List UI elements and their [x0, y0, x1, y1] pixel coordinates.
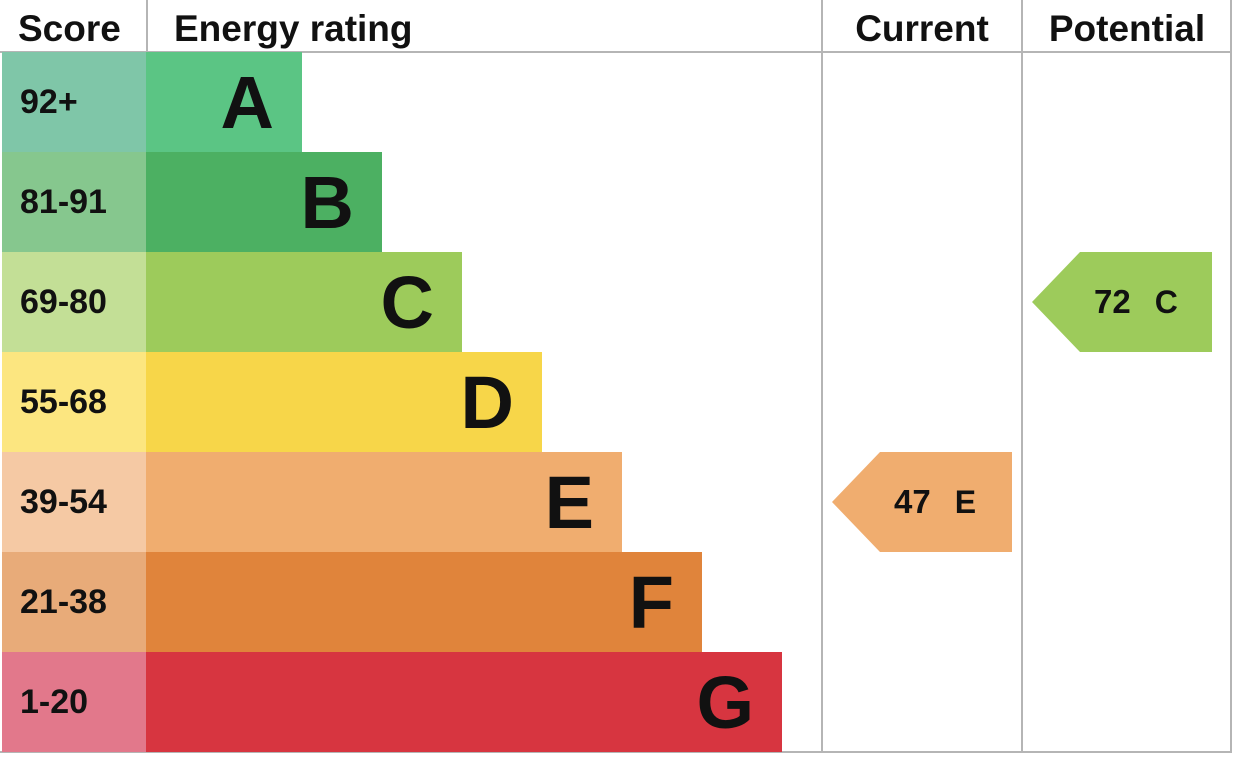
potential-rating-letter: C	[1154, 283, 1178, 320]
rating-bar-b: B	[146, 152, 382, 252]
header-current: Current	[855, 8, 989, 49]
current-rating-arrow: 47 E	[832, 452, 1012, 552]
header-score: Score	[18, 8, 121, 49]
score-range-e: 39-54	[2, 452, 146, 552]
current-rating-letter: E	[954, 483, 977, 520]
bottom-border	[0, 751, 1232, 753]
header-energy-rating: Energy rating	[174, 8, 413, 49]
rating-bar-c: C	[146, 252, 462, 352]
rating-bar-d: D	[146, 352, 542, 452]
current-score-value: 47	[894, 483, 931, 520]
column-divider	[1230, 0, 1232, 753]
potential-rating-arrow: 72 C	[1032, 252, 1212, 352]
score-range-a: 92+	[2, 52, 146, 152]
potential-score-value: 72	[1094, 283, 1131, 320]
header-potential: Potential	[1048, 8, 1206, 49]
rating-bar-e: E	[146, 452, 622, 552]
column-divider	[821, 0, 823, 753]
rating-bar-f: F	[146, 552, 702, 652]
column-divider	[146, 0, 148, 52]
score-range-b: 81-91	[2, 152, 146, 252]
column-divider	[1021, 0, 1023, 753]
score-range-g: 1-20	[2, 652, 146, 752]
rating-bar-a: A	[146, 52, 302, 152]
header-divider	[0, 51, 1232, 53]
rating-bar-g: G	[146, 652, 782, 752]
score-range-f: 21-38	[2, 552, 146, 652]
score-range-c: 69-80	[2, 252, 146, 352]
score-range-d: 55-68	[2, 352, 146, 452]
